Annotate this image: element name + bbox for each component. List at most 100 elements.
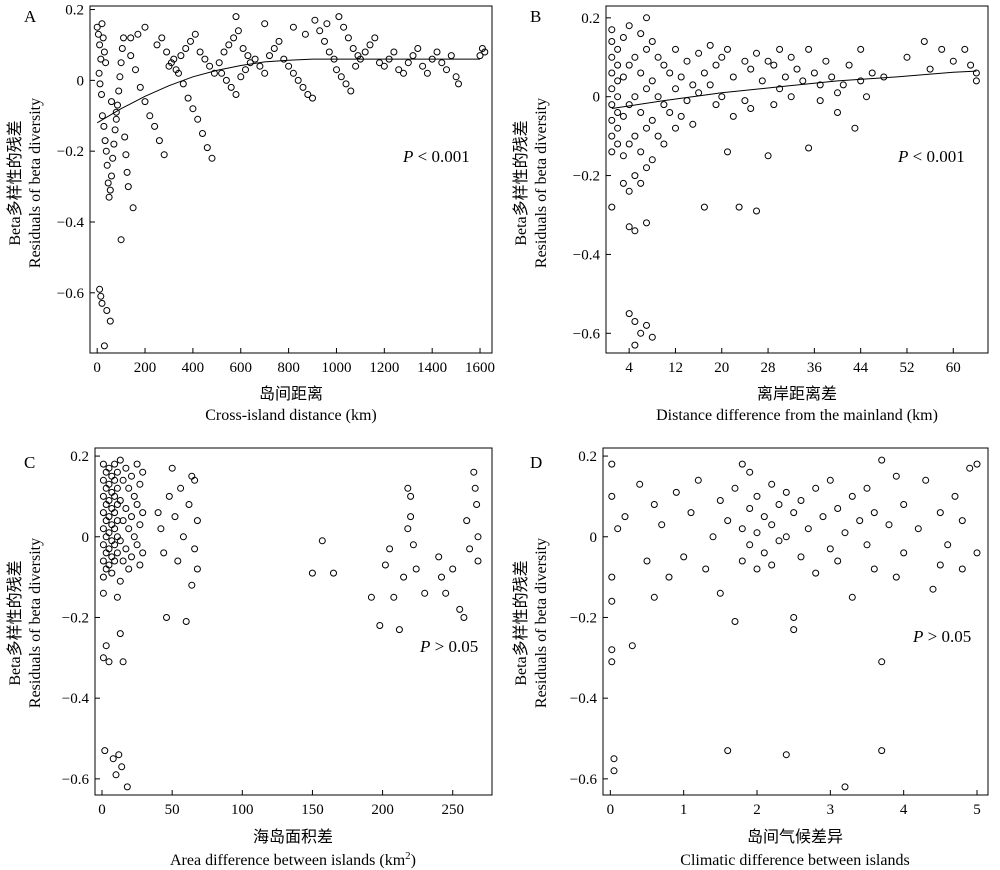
- panel-a-x-title-en: Cross-island distance (km): [205, 407, 377, 424]
- panel-a-data-point: [478, 45, 486, 52]
- panel-b-data-point: [637, 148, 645, 156]
- panel-a-data-point: [400, 69, 407, 77]
- panel-d-data-point: [900, 549, 908, 557]
- panel-d-data-point: [973, 460, 981, 468]
- panel-a-ticks: 0 200 400 600 800 1000 1200 1400 1600 0.2 0 −0.2 −0.…: [57, 3, 495, 376]
- panel-a-data-point: [309, 94, 316, 102]
- panel-a-x-tick-label: 600: [230, 360, 253, 376]
- panel-c-data-point: [109, 755, 117, 763]
- panel-a-x-tick-label: 1000: [321, 360, 351, 376]
- panel-c-data-point: [105, 513, 113, 521]
- panel-b-data-point: [625, 22, 633, 30]
- panel-c-data-point: [407, 492, 415, 500]
- panel-a-data-point: [481, 48, 489, 56]
- panel-d-data-point: [812, 569, 820, 577]
- panel-b-data-point: [967, 61, 975, 69]
- panel-a-data-point: [299, 83, 307, 91]
- panel-d-data-point: [746, 505, 754, 512]
- panel-b-x-tick-label: 44: [853, 360, 869, 376]
- panel-c-data-point: [99, 509, 107, 517]
- panel-c: C 0 50 100 150 200 250 0.2 0 −0.2 −0.4 −0.6 P > 0.…: [6, 447, 493, 869]
- panel-b-data-point: [614, 93, 622, 101]
- panel-c-data-point: [130, 492, 138, 500]
- panel-a-data-point: [390, 48, 398, 56]
- panel-b-data-point: [625, 310, 633, 318]
- panel-b-data-point: [926, 65, 934, 73]
- panel-a-data-point: [123, 168, 131, 176]
- panel-c-points: [99, 456, 482, 791]
- panel-d-data-point: [608, 460, 616, 468]
- panel-a-data-point: [102, 59, 110, 67]
- panel-c-data-point: [99, 589, 107, 597]
- panel-c-data-point: [133, 460, 141, 468]
- panel-d-y-tick-label: −0.6: [570, 772, 598, 788]
- panel-b-data-point: [828, 73, 836, 81]
- panel-b-y-tick-label: 0.2: [581, 11, 600, 27]
- panel-b-data-point: [608, 69, 616, 77]
- panel-b-data-point: [718, 93, 726, 101]
- panel-c-data-point: [113, 517, 121, 525]
- panel-b-data-point: [608, 85, 616, 93]
- panel-c-data-point: [171, 513, 179, 521]
- panel-c-data-point: [400, 573, 408, 581]
- panel-d-data-point: [702, 565, 710, 573]
- panel-b-data-point: [660, 101, 668, 109]
- panel-c-data-point: [438, 573, 445, 581]
- panel-c-data-point: [460, 614, 468, 621]
- panel-c-data-point: [130, 533, 138, 541]
- panel-b-data-point: [648, 333, 656, 341]
- panel-c-data-point: [456, 605, 464, 613]
- panel-a-data-point: [127, 34, 135, 42]
- panel-a-data-point: [246, 59, 254, 67]
- panel-c-data-point: [116, 577, 124, 585]
- panel-b-data-point: [776, 45, 784, 53]
- panel-c-data-point: [99, 573, 107, 581]
- panel-b-data-point: [753, 207, 760, 215]
- panel-c-data-point: [113, 468, 121, 476]
- panel-b-data-point: [648, 156, 656, 164]
- panel-a-data-point: [158, 34, 166, 42]
- panel-d-x-tick-label: 1: [680, 802, 688, 818]
- panel-a-data-point: [98, 91, 105, 98]
- panel-c-data-point: [157, 525, 165, 533]
- panel-a-data-point: [141, 23, 149, 31]
- panel-d-data-point: [848, 492, 856, 500]
- panel-d-data-point: [738, 557, 746, 565]
- panel-b-data-point: [654, 132, 662, 140]
- panel-d-data-point: [608, 658, 616, 666]
- panel-b-letter: B: [530, 7, 541, 26]
- panel-a-data-point: [163, 48, 171, 56]
- panel-b-y-tick-label: −0.2: [573, 169, 600, 185]
- panel-c-y-tick-label: 0.2: [70, 449, 89, 465]
- panel-c-data-point: [165, 492, 173, 500]
- panel-a-data-point: [376, 59, 383, 67]
- panel-a-data-point: [208, 154, 216, 162]
- panel-a-x-tick-label: 1200: [369, 360, 399, 376]
- panel-a-frame: [89, 5, 493, 354]
- panel-b-y-tick-label: −0.6: [573, 326, 601, 342]
- panel-d-data-point: [753, 492, 761, 500]
- panel-a-data-point: [112, 108, 120, 116]
- panel-a-data-point: [361, 48, 369, 56]
- panel-a-data-point: [414, 45, 422, 52]
- panel-a-data-point: [251, 55, 259, 63]
- panel-c-data-point: [108, 569, 116, 577]
- panel-c-data-point: [470, 468, 478, 476]
- panel-c-p-value: P > 0.05: [419, 637, 478, 656]
- panel-d-y-tick-label: 0.2: [578, 449, 597, 465]
- panel-b-data-point: [781, 73, 789, 81]
- panel-d-x-tick-label: 5: [973, 802, 981, 818]
- panel-c-data-point: [116, 537, 124, 545]
- panel-b-data-point: [637, 179, 645, 187]
- panel-b-data-point: [660, 140, 668, 148]
- panel-a-data-point: [96, 285, 104, 293]
- panel-a-data-point: [153, 41, 161, 49]
- panel-b-data-point: [816, 97, 824, 105]
- panel-a-x-tick-label: 400: [182, 360, 205, 376]
- panel-d-data-point: [782, 533, 790, 541]
- panel-d-data-point: [936, 561, 944, 569]
- panel-a-data-point: [335, 13, 343, 21]
- panel-a-data-point: [289, 23, 297, 31]
- panel-a-data-point: [199, 130, 206, 137]
- panel-d-data-point: [841, 783, 849, 791]
